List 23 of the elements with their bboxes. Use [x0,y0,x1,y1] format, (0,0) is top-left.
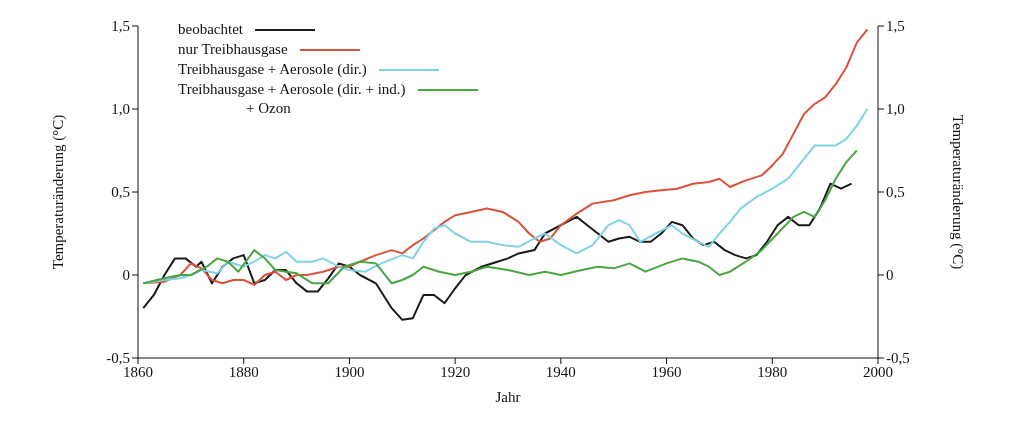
y-tick-label: 0 [122,267,130,284]
y2-tick-label: 1,5 [886,18,905,35]
x-tick-label: 1940 [545,363,576,380]
x-tick-label: 1920 [440,363,471,380]
y-tick-label: 1,0 [111,101,130,118]
y-tick-label: 0,5 [111,184,130,201]
y-axis-title: Temperaturänderung (°C) [50,114,68,270]
y-tick-label: 1,5 [111,18,130,35]
y2-tick-label: 0,5 [886,184,905,201]
legend-label: Treibhausgase + Aerosole (dir. + ind.) + Ozon [178,80,406,118]
line-series [142,182,853,321]
y2-tick-label: 0 [886,267,894,284]
x-tick-label: 1900 [334,363,365,380]
legend-label: Treibhausgase + Aerosole (dir.) [178,60,367,79]
legend-label: beobachtet [178,20,243,39]
x-tick-label: 1880 [228,363,259,380]
y2-tick-label: 1,0 [886,101,905,118]
x-tick-label: 1960 [651,363,682,380]
x-axis-title: Jahr [495,389,521,405]
legend-label: nur Treibhausgase [178,40,288,59]
x-tick-label: 1980 [757,363,788,380]
y2-axis-title: Temperaturänderung (°C) [948,114,966,270]
line-series [142,149,858,285]
